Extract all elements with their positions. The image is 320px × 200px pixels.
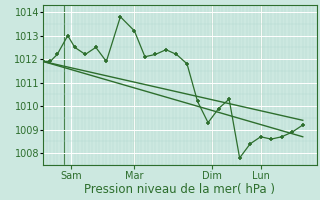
X-axis label: Pression niveau de la mer( hPa ): Pression niveau de la mer( hPa ) [84,183,276,196]
